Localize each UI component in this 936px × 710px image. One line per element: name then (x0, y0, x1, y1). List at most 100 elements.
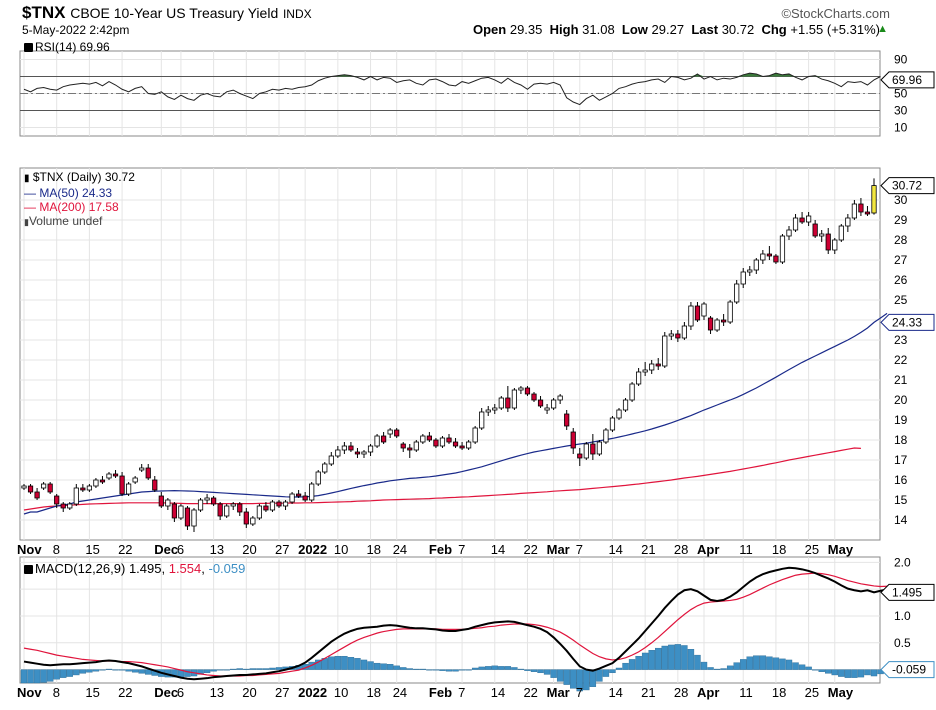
macd-histogram-bar (851, 669, 858, 678)
macd-histogram-bar (445, 669, 453, 672)
candle-body (727, 301, 733, 323)
candle-body (381, 435, 387, 443)
candle-body (184, 507, 191, 527)
exchange: INDX (282, 7, 312, 21)
candle-body (518, 387, 524, 391)
candle-body (694, 305, 701, 321)
last-label: Last (691, 22, 719, 37)
candle-body (570, 431, 576, 449)
macd-histogram-bar (86, 669, 93, 673)
macd-histogram-bar (452, 669, 459, 672)
macd-histogram-bar (602, 669, 610, 677)
macd-histogram-bar (40, 669, 47, 683)
macd-histogram-bar (400, 667, 407, 670)
candle-body (296, 493, 302, 497)
macd-histogram-bar (641, 652, 649, 670)
macd-histogram-bar (805, 666, 812, 670)
x-tick-label: May (828, 685, 854, 700)
macd-histogram-bar (138, 669, 145, 674)
legend-marker-icon (24, 565, 33, 574)
macd-histogram-bar (707, 667, 714, 670)
candle-body (479, 411, 485, 429)
macd-histogram-bar (609, 669, 616, 674)
rsi-tick-label: 30 (894, 104, 908, 118)
signal-line (23, 572, 888, 677)
candle-body (263, 505, 269, 511)
macd-histogram-bar (838, 669, 845, 677)
candle-body (21, 485, 27, 489)
candle-body (524, 387, 531, 395)
last-value: 30.72 (721, 22, 755, 37)
macd-histogram-bar (772, 657, 780, 670)
candle-body (237, 503, 243, 513)
x-tick-label: 28 (674, 685, 688, 700)
macd-histogram-bar (870, 669, 878, 677)
macd-histogram-bar (792, 662, 799, 670)
ma200-tag: 17.58 (892, 0, 922, 3)
macd-histogram-bar (864, 669, 871, 676)
chg-value: +1.55 (+5.31%) (790, 22, 880, 37)
candle-body (354, 451, 361, 455)
macd-histogram-bar (498, 666, 505, 670)
legend-marker-icon (24, 43, 33, 52)
macd-histogram-bar (334, 655, 342, 670)
candle-body (224, 505, 230, 517)
price-tick-label: 19 (894, 413, 908, 427)
candle-body (211, 497, 217, 505)
x-tick-label: 14 (491, 685, 505, 700)
signal-value: 1.554 (168, 561, 202, 576)
candle-body (498, 397, 504, 409)
candle-body (250, 517, 256, 525)
x-tick-label: Dec (154, 542, 178, 557)
candle-body (420, 435, 426, 443)
macd-histogram-bar (811, 669, 819, 671)
macd-histogram-bar (413, 668, 420, 670)
price-tick-label: 15 (894, 493, 908, 507)
candle-body (289, 493, 295, 503)
x-tick-label: Mar (547, 685, 570, 700)
x-tick-label: 7 (576, 685, 583, 700)
macd-histogram-bar (216, 669, 224, 671)
macd-histogram-bar (105, 668, 113, 670)
macd-histogram-bar (779, 658, 786, 670)
candle-body (367, 445, 374, 453)
macd-histogram-bar (628, 659, 636, 670)
price-tick-label: 14 (894, 513, 908, 527)
chart-date: 5-May-2022 2:42pm (22, 23, 130, 37)
x-tick-label: 22 (523, 542, 537, 557)
macd-histogram-bar (857, 669, 865, 678)
macd-tick-label: 0.5 (894, 636, 911, 650)
macd-histogram-bar (726, 665, 734, 670)
macd-histogram-bar (406, 668, 413, 670)
quote-summary: Open 29.35 High 31.08 Low 29.27 Last 30.… (473, 22, 880, 37)
volume-legend: ▮Volume undef (24, 214, 135, 229)
candle-icon: ▮ (24, 173, 30, 184)
x-tick-label: 24 (393, 685, 407, 700)
x-tick-label: 2022 (298, 685, 327, 700)
x-tick-label: 13 (210, 542, 224, 557)
price-tick-label: 22 (894, 353, 908, 367)
candle-body (204, 497, 210, 501)
price-tick-label: 27 (894, 253, 908, 267)
price-panel-frame (19, 167, 881, 541)
candle-body (452, 441, 459, 447)
candle-body (126, 483, 132, 495)
candle-body (838, 225, 844, 241)
macd-histogram-bar (583, 669, 590, 691)
macd-value-tag-box (880, 583, 935, 601)
candle-body (511, 389, 517, 409)
candle-body (786, 229, 792, 237)
candle-body (152, 479, 158, 491)
x-tick-label: Apr (697, 542, 719, 557)
macd-histogram-bar (458, 669, 466, 671)
macd-histogram-bar (818, 669, 825, 672)
price-tick-label: 17 (894, 453, 908, 467)
macd-histogram-bar (635, 655, 642, 670)
macd-legend-label: MACD(12,26,9) (35, 561, 126, 576)
candle-body (41, 483, 47, 489)
macd-histogram-bar (373, 662, 381, 670)
candle-body (139, 467, 145, 471)
high-value: 31.08 (582, 22, 615, 37)
macd-histogram-bar (66, 669, 73, 677)
macd-histogram-bar (230, 668, 237, 670)
